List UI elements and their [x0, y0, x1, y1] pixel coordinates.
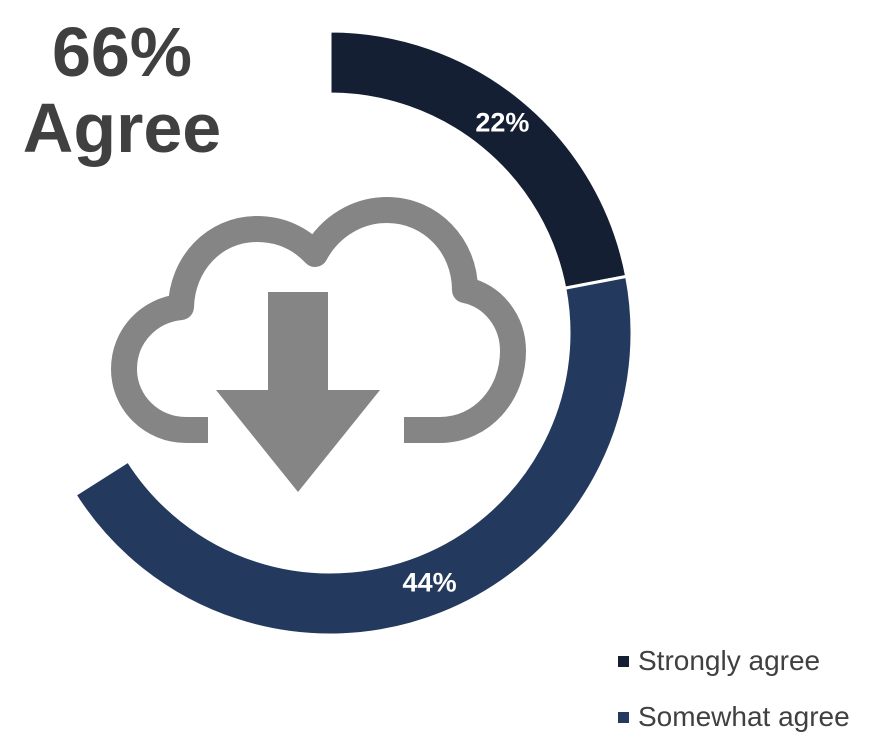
legend-item-strongly-agree: Strongly agree [618, 641, 850, 681]
headline-value: 66% [51, 13, 193, 91]
cloud-download-icon [111, 197, 526, 492]
donut-slices [72, 29, 634, 637]
slice-somewhat-agree [72, 274, 634, 637]
legend-label-strongly-agree: Strongly agree [638, 645, 821, 676]
headline: 66% Agree [12, 14, 232, 166]
headline-label: Agree [22, 89, 222, 167]
data-label-somewhat-agree: 44% [403, 568, 457, 598]
legend: Strongly agree Somewhat agree [618, 641, 850, 753]
slice-strongly-agree [328, 29, 629, 290]
legend-item-somewhat-agree: Somewhat agree [618, 697, 850, 737]
data-label-strongly-agree: 22% [475, 108, 529, 138]
donut-chart: 22% 44% [72, 29, 634, 637]
legend-swatch-somewhat-agree [618, 711, 629, 723]
legend-label-somewhat-agree: Somewhat agree [638, 701, 850, 732]
slice-labels: 22% 44% [403, 108, 530, 598]
legend-swatch-strongly-agree [618, 655, 629, 667]
